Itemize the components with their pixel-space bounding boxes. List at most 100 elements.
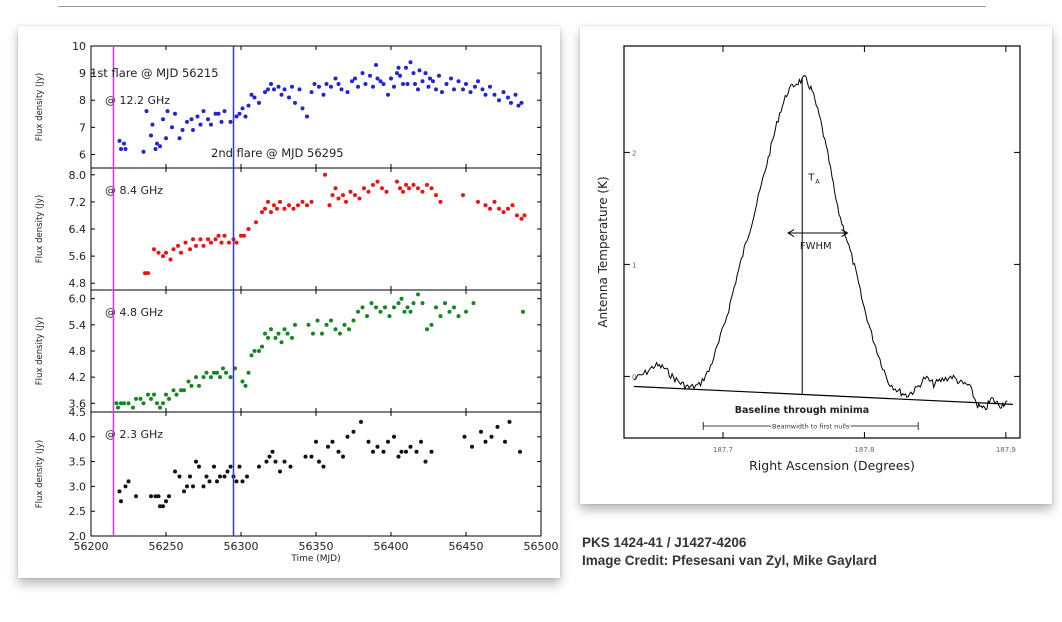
panel2-ytick-label: 7.2 xyxy=(69,196,87,209)
panel1-point xyxy=(513,92,518,97)
panel1-point xyxy=(368,73,372,78)
panel1-point xyxy=(345,90,350,95)
panel2-point xyxy=(152,247,156,252)
panel4-point xyxy=(495,424,500,429)
panel3-point xyxy=(383,305,387,310)
panel1-point xyxy=(350,79,354,84)
panel4-point xyxy=(182,489,186,494)
panel1-point xyxy=(449,76,453,81)
panel2-ytick-label: 8.0 xyxy=(69,169,87,182)
panel1-point xyxy=(117,138,122,143)
panel3-point xyxy=(408,309,413,314)
panel2-point xyxy=(216,233,221,238)
panel1-point xyxy=(404,65,408,70)
panel1-point xyxy=(428,76,432,81)
panel2-point xyxy=(357,196,362,201)
panel2-point xyxy=(309,199,314,204)
panel2-point xyxy=(492,199,497,204)
panel4-point xyxy=(267,454,272,459)
panel3-point xyxy=(249,353,254,358)
panel1-ytick-label: 10 xyxy=(72,40,86,53)
panel1-point xyxy=(300,106,305,111)
panel2-point xyxy=(344,199,348,204)
panel4-point xyxy=(386,439,390,444)
panel3-point xyxy=(209,375,213,380)
panel1-point xyxy=(476,79,480,84)
panel4-point xyxy=(156,494,161,499)
fwhm-arrow-left xyxy=(787,229,795,237)
panel4-point xyxy=(317,459,321,464)
panel2-ytick-label: 5.6 xyxy=(69,250,87,263)
panel4-point xyxy=(134,494,138,499)
panel3-point xyxy=(396,301,401,306)
panel3-point xyxy=(438,314,443,319)
panel2-point xyxy=(305,203,309,208)
panel3-point xyxy=(365,314,369,319)
panel1-point xyxy=(269,82,273,86)
panel1-point xyxy=(431,79,435,84)
panel2-point xyxy=(201,243,206,248)
panel1-point xyxy=(452,87,456,92)
panel2-point xyxy=(209,240,213,245)
panel3-point xyxy=(164,392,168,397)
panel1-point xyxy=(177,136,182,141)
panel1-point xyxy=(336,82,341,86)
beam-profile-chart: 187.7 187.8 187.9 0 1 2 T A FWHM Baseline through… xyxy=(596,45,1021,473)
panel3-point xyxy=(171,388,176,393)
panel1-point xyxy=(405,82,410,86)
panel1-point xyxy=(158,144,162,149)
panel4-point xyxy=(273,459,278,464)
panel2-point xyxy=(407,186,411,191)
panel3-point xyxy=(324,322,329,327)
panel2-point xyxy=(296,203,300,208)
panel1-point xyxy=(509,100,513,105)
panel2-point xyxy=(227,240,231,245)
panel1-point xyxy=(216,111,221,116)
panel3-point xyxy=(246,370,251,375)
panel3-point xyxy=(252,349,257,353)
panel3-point xyxy=(329,318,333,323)
panel4-point xyxy=(470,444,474,449)
beam-xtick-label: 187.9 xyxy=(996,446,1016,454)
panel1-point xyxy=(165,109,170,114)
panel1-point xyxy=(395,71,399,76)
lightcurve-figure: 6 7 8 9 10 Flux density (Jy) @ 12.2 GHz 4.8 5.6 6… xyxy=(18,26,560,578)
panel4-point xyxy=(479,429,483,434)
panel3-point xyxy=(360,305,365,310)
peak-label: T xyxy=(807,172,815,183)
panel4-point xyxy=(408,444,413,449)
panel1-point xyxy=(353,76,357,81)
panel1-point xyxy=(423,71,428,76)
panel2-point xyxy=(476,199,480,204)
panel3-point xyxy=(282,327,287,332)
panel4-point xyxy=(483,439,488,444)
panel3-point xyxy=(179,388,183,393)
panel1-point xyxy=(272,87,276,92)
panel4-point xyxy=(392,434,396,439)
panel1-point xyxy=(144,109,149,114)
panel1-point xyxy=(161,117,165,122)
panel4-point xyxy=(225,469,230,474)
panel3-point xyxy=(224,370,228,375)
panel4-point xyxy=(366,439,371,444)
panel1-point xyxy=(420,79,425,84)
panel4-point xyxy=(375,444,380,449)
panel1-point xyxy=(501,90,506,95)
panel2-point xyxy=(275,206,279,211)
panel3-point xyxy=(116,405,120,410)
panel3-point xyxy=(374,305,378,310)
panel4-ytick-label: 4.0 xyxy=(69,431,87,444)
panel3-point xyxy=(126,401,131,406)
baseline-line xyxy=(633,385,1013,405)
panel2-ytick-label: 6.4 xyxy=(69,223,87,236)
panel4-point xyxy=(197,464,201,469)
xtick-label: 56450 xyxy=(449,540,484,553)
panel4-point xyxy=(212,464,216,469)
panel3-point xyxy=(399,296,404,301)
panel3-point xyxy=(114,401,119,406)
panel4-point xyxy=(264,459,269,464)
panel4-point xyxy=(185,484,189,489)
panel2-point xyxy=(420,189,425,194)
panel1-point xyxy=(492,92,497,97)
